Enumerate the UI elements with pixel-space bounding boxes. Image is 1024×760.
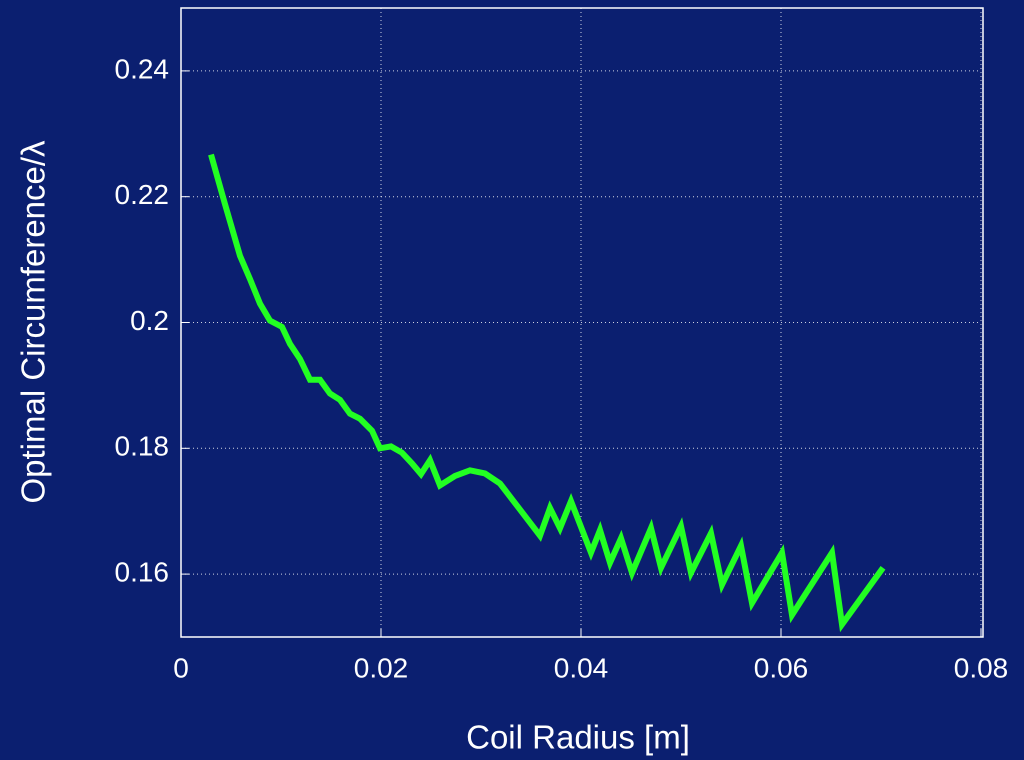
- data-line: [208, 153, 886, 633]
- plot-frame: [180, 7, 984, 638]
- x-tick-label: 0.02: [354, 652, 409, 683]
- y-tick-label: 0.18: [115, 431, 170, 462]
- y-tick-label: 0.24: [115, 53, 170, 84]
- x-tick-label: 0.08: [954, 652, 1009, 683]
- x-tick-label: 0: [173, 652, 189, 683]
- y-tick-label: 0.16: [115, 556, 170, 587]
- x-tick-label: 0.06: [754, 652, 809, 683]
- y-tick-label: 0.2: [130, 305, 169, 336]
- x-axis-label: Coil Radius [m]: [466, 719, 690, 756]
- y-axis-label: Optimal Circumference/λ: [15, 140, 52, 504]
- x-tick-label: 0.04: [554, 652, 609, 683]
- y-tick-label: 0.22: [115, 179, 170, 210]
